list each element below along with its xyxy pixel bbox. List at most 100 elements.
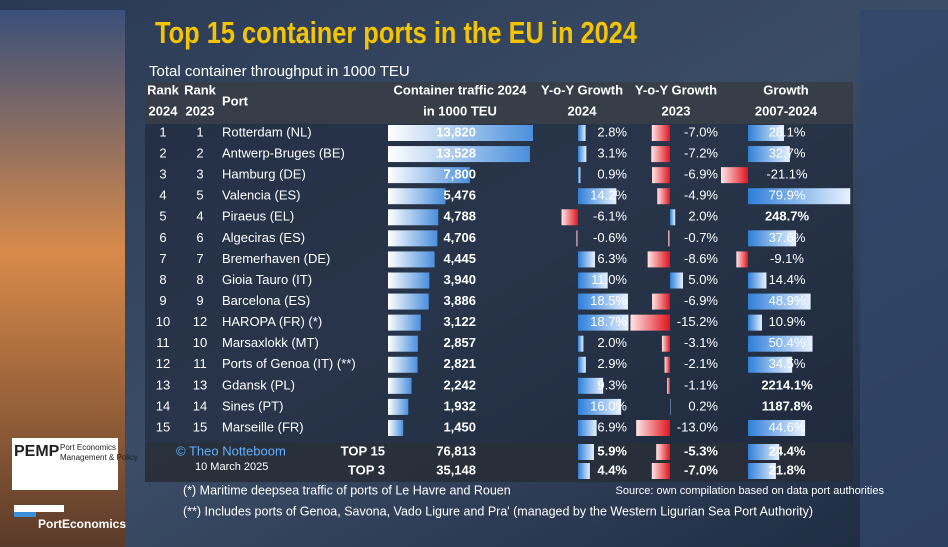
traffic: 2,821 bbox=[443, 356, 476, 371]
source: Source: own compilation based on data po… bbox=[616, 485, 885, 497]
rank-2023: 10 bbox=[193, 335, 207, 350]
growth-bar bbox=[652, 167, 670, 184]
traffic: 3,122 bbox=[443, 314, 476, 329]
rank-2023: 8 bbox=[196, 272, 203, 287]
yoy-2023: -7.0% bbox=[684, 462, 718, 477]
growth-bar bbox=[748, 125, 784, 141]
title: Top 15 container ports in the EU in 2024 bbox=[155, 15, 638, 50]
rank-2023: 12 bbox=[193, 314, 207, 329]
rank-2023: 4 bbox=[196, 209, 203, 224]
total-label: TOP 3 bbox=[348, 462, 385, 477]
yoy-2024: 18.7% bbox=[590, 314, 627, 329]
traffic: 5,476 bbox=[443, 188, 476, 203]
logo-text: Management & Policy bbox=[60, 453, 138, 462]
yoy-2024: 16.0% bbox=[590, 398, 627, 413]
yoy-2024: 0.9% bbox=[597, 167, 627, 182]
rank-2023: 2 bbox=[196, 146, 203, 161]
growth: 37.6% bbox=[769, 230, 806, 245]
growth-bar bbox=[578, 125, 586, 141]
header-cell: 2024 bbox=[568, 103, 598, 118]
rank-2023: 1 bbox=[196, 124, 203, 139]
yoy-2023: -4.9% bbox=[684, 188, 718, 203]
growth-bar bbox=[748, 444, 780, 460]
rank-2024: 14 bbox=[156, 398, 170, 413]
growth-bar bbox=[651, 463, 670, 479]
yoy-2024: 18.5% bbox=[590, 293, 627, 308]
port: Valencia (ES) bbox=[222, 188, 301, 203]
traffic-bar bbox=[388, 356, 418, 373]
growth: 10.9% bbox=[769, 314, 806, 329]
yoy-2024: 2.8% bbox=[597, 124, 627, 139]
rank-2023: 3 bbox=[196, 167, 203, 182]
port: Marsaxlokk (MT) bbox=[222, 335, 319, 350]
growth-bar bbox=[636, 419, 670, 436]
yoy-2023: -0.7% bbox=[684, 230, 718, 245]
footnote: (*) Maritime deepsea traffic of ports of… bbox=[183, 483, 511, 497]
growth-bar bbox=[651, 146, 670, 163]
rank-2023: 13 bbox=[193, 377, 207, 392]
growth-bar bbox=[748, 335, 813, 352]
total-label: TOP 15 bbox=[341, 443, 385, 458]
logo-text: Port Economics bbox=[60, 443, 116, 452]
growth-bar bbox=[578, 146, 587, 163]
yoy-2023: -8.6% bbox=[684, 251, 718, 266]
traffic: 1,932 bbox=[443, 398, 476, 413]
yoy-2023: -5.3% bbox=[684, 443, 718, 458]
growth-bar bbox=[578, 167, 581, 184]
traffic: 3,886 bbox=[443, 293, 476, 308]
traffic: 4,445 bbox=[443, 251, 476, 266]
growth-bar bbox=[647, 251, 670, 268]
growth: 79.9% bbox=[769, 188, 806, 203]
growth-bar bbox=[578, 251, 596, 268]
rank-2024: 1 bbox=[159, 124, 166, 139]
yoy-2024: 5.9% bbox=[597, 443, 627, 458]
yoy-2023: -2.1% bbox=[684, 356, 718, 371]
growth-bar bbox=[578, 463, 590, 479]
growth: 21.8% bbox=[769, 462, 806, 477]
traffic-bar bbox=[388, 251, 435, 268]
growth-bar bbox=[578, 188, 617, 205]
yoy-2023: -1.1% bbox=[684, 377, 718, 392]
logo-brand: PortEconomics bbox=[38, 517, 126, 531]
growth-bar bbox=[670, 272, 683, 289]
totals-bg bbox=[145, 443, 853, 482]
date: 10 March 2025 bbox=[195, 461, 268, 473]
growth-bar bbox=[748, 419, 806, 436]
port: Ports of Genoa (IT) (**) bbox=[222, 356, 356, 371]
header-cell: in 1000 TEU bbox=[423, 103, 497, 118]
rank-2023: 9 bbox=[196, 293, 203, 308]
header-cell: Y-o-Y Growth bbox=[541, 82, 623, 97]
traffic: 4,706 bbox=[443, 230, 476, 245]
growth-bar bbox=[664, 356, 670, 373]
rank-2024: 5 bbox=[159, 209, 166, 224]
growth-bar bbox=[748, 230, 797, 247]
header-cell: Y-o-Y Growth bbox=[635, 82, 717, 97]
header-cell: Rank bbox=[184, 82, 217, 97]
traffic-bar bbox=[388, 209, 439, 226]
growth-bar bbox=[670, 398, 671, 415]
growth-bar bbox=[670, 209, 676, 226]
yoy-2024: 11.0% bbox=[591, 272, 627, 287]
rank-2024: 7 bbox=[159, 251, 166, 266]
port: Sines (PT) bbox=[222, 398, 283, 413]
yoy-2024: 14.2% bbox=[590, 188, 627, 203]
subtitle: Total container throughput in 1000 TEU bbox=[149, 63, 410, 80]
growth-bar bbox=[578, 272, 608, 289]
traffic-bar bbox=[388, 398, 409, 415]
port: HAROPA (FR) (*) bbox=[222, 314, 322, 329]
yoy-2024: 4.4% bbox=[597, 462, 627, 477]
growth-bar bbox=[668, 230, 670, 247]
traffic: 3,940 bbox=[443, 272, 476, 287]
yoy-2023: -7.2% bbox=[684, 146, 718, 161]
traffic-bar bbox=[388, 188, 446, 205]
header-cell: Rank bbox=[147, 82, 180, 97]
traffic: 13,528 bbox=[436, 146, 476, 161]
yoy-2024: 9.3% bbox=[597, 377, 627, 392]
growth-bar bbox=[748, 356, 793, 373]
growth-bar bbox=[748, 314, 762, 331]
yoy-2024: 6.3% bbox=[597, 251, 627, 266]
header-cell: Growth bbox=[763, 82, 809, 97]
port: Barcelona (ES) bbox=[222, 293, 310, 308]
rank-2024: 4 bbox=[159, 188, 166, 203]
